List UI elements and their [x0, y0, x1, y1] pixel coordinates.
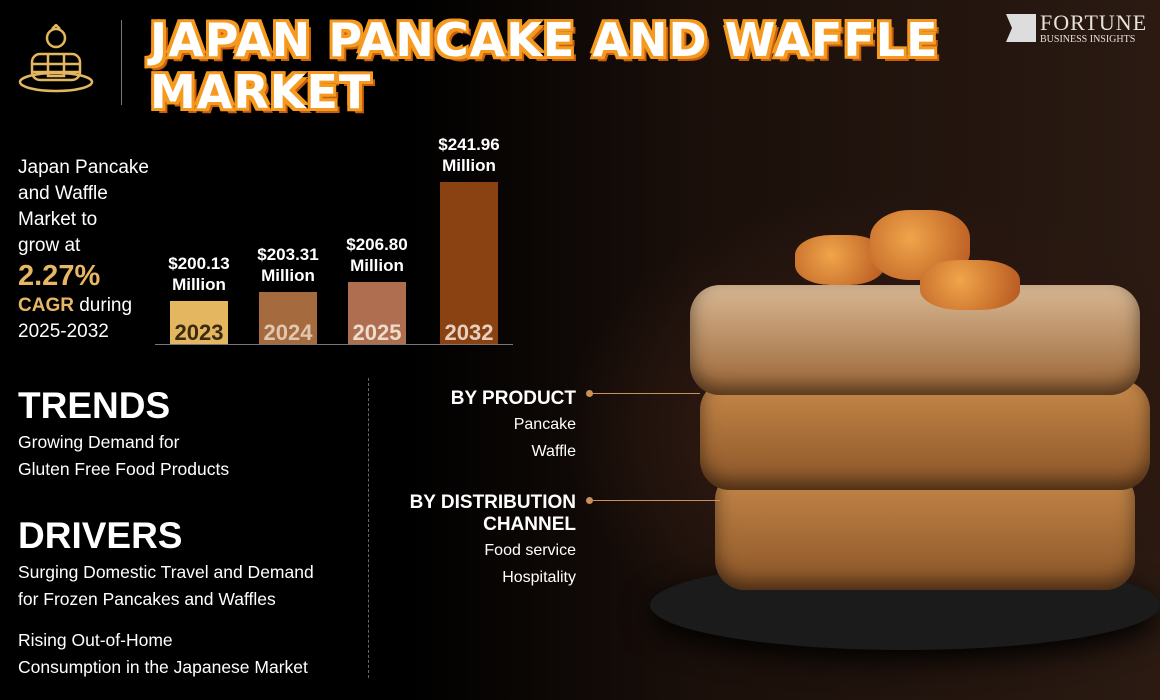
value-label: $241.96 — [438, 135, 500, 155]
trend-text: Gluten Free Food Products — [18, 459, 230, 479]
logo-mark-icon — [1006, 14, 1036, 42]
drivers-section: DRIVERS Surging Domestic Travel and Dema… — [18, 515, 314, 681]
data-label: $200.13 Million — [149, 253, 249, 295]
segment-heading: BY DISTRIBUTION — [409, 492, 576, 513]
summary-line: Market to — [18, 209, 98, 230]
connector-dot — [586, 497, 593, 504]
summary-line: grow at — [18, 235, 81, 256]
title-line-2: MARKET — [150, 65, 372, 119]
bar-chart: 2023 $200.13 Million 2024 $203.31 Million 2025… — [155, 135, 513, 345]
unit-label: Million — [261, 265, 315, 285]
page-title: JAPAN PANCAKE AND WAFFLE MARKET — [150, 14, 939, 118]
driver-text: for Frozen Pancakes and Waffles — [18, 589, 276, 609]
bar-2025 — [348, 282, 406, 344]
waffle-bottom — [715, 470, 1135, 590]
year-label: 2025 — [352, 320, 402, 345]
peach-slice — [920, 260, 1020, 310]
value-label: $203.31 — [257, 244, 319, 264]
driver-text: Surging Domestic Travel and Demand — [18, 562, 314, 582]
driver-text: Consumption in the Japanese Market — [18, 657, 308, 677]
summary-line: and Waffle — [18, 183, 108, 204]
summary-line: Japan Pancake — [18, 157, 149, 178]
year-label: 2024 — [263, 320, 313, 345]
segment-item: Food service — [484, 542, 576, 559]
bar-2032 — [440, 182, 498, 344]
data-label: $241.96 Million — [419, 134, 519, 176]
bar-2024 — [259, 291, 317, 344]
bar-2023 — [170, 301, 228, 344]
segment-heading: BY PRODUCT — [450, 388, 576, 409]
segment-item: Pancake — [513, 416, 576, 433]
segment-heading: CHANNEL — [483, 514, 576, 535]
cagr-label: CAGR — [18, 295, 74, 316]
connector-line — [590, 500, 720, 501]
value-label: $200.13 — [168, 254, 230, 273]
year-label: 2023 — [174, 320, 224, 345]
trend-text: Growing Demand for — [18, 432, 180, 452]
unit-label: Million — [350, 256, 404, 276]
data-label: $206.80 Million — [327, 234, 427, 276]
waffle-top — [690, 285, 1140, 395]
trends-section: TRENDS Growing Demand for Gluten Free Fo… — [18, 385, 229, 483]
year-label: 2032 — [444, 320, 494, 345]
segment-item: Waffle — [531, 443, 576, 460]
driver-text: Rising Out-of-Home — [18, 630, 173, 650]
data-label: $203.31 Million — [238, 244, 338, 286]
unit-label: Million — [442, 156, 496, 176]
segment-item: Hospitality — [502, 569, 576, 586]
unit-label: Million — [172, 275, 226, 294]
summary: Japan Pancake and Waffle Market to grow … — [18, 155, 149, 345]
drivers-heading: DRIVERS — [18, 515, 183, 556]
segment-product: BY PRODUCT Pancake Waffle — [376, 388, 576, 461]
segment-channel: BY DISTRIBUTION CHANNEL Food service Hos… — [356, 492, 576, 587]
connector-line — [590, 393, 700, 394]
period: 2025-2032 — [18, 321, 109, 342]
trends-heading: TRENDS — [18, 385, 171, 426]
cagr-value: 2.27% — [18, 260, 101, 292]
fortune-logo: FORTUNE BUSINESS INSIGHTS — [1006, 12, 1147, 45]
waffle-middle — [700, 380, 1150, 490]
title-line-1: JAPAN PANCAKE AND WAFFLE — [150, 13, 939, 67]
divider — [121, 20, 122, 105]
pancake-stack-icon — [18, 23, 98, 99]
logo-name: FORTUNE — [1040, 10, 1148, 35]
logo-sub: BUSINESS INSIGHTS — [1040, 34, 1136, 45]
during-label: during — [73, 295, 133, 316]
divider — [368, 378, 369, 678]
value-label: $206.80 — [346, 235, 408, 255]
connector-dot — [586, 390, 593, 397]
